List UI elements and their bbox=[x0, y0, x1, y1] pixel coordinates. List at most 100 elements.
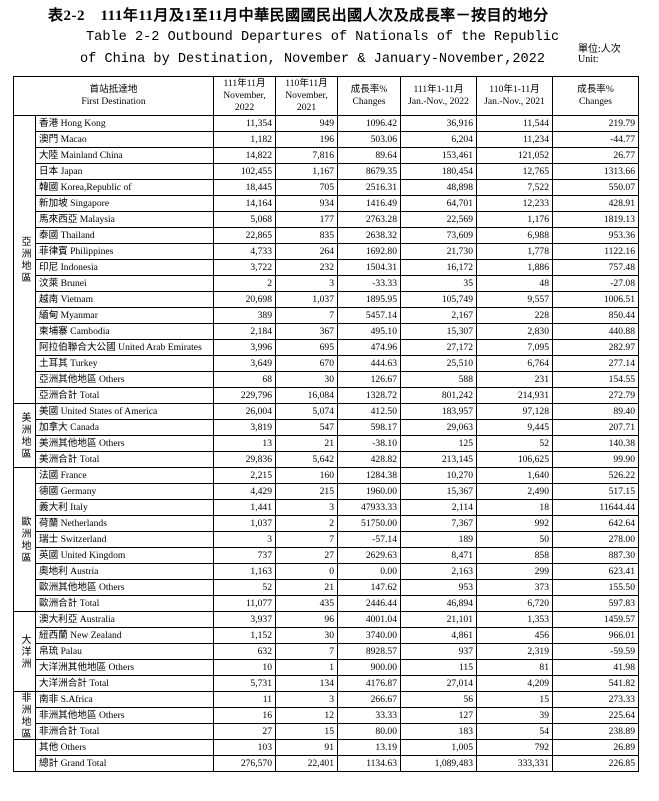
value: 52 bbox=[213, 579, 277, 596]
value: 36,916 bbox=[400, 115, 478, 132]
value: 48,898 bbox=[400, 179, 478, 196]
value: 1,037 bbox=[213, 515, 277, 532]
value: 3 bbox=[275, 499, 339, 516]
value: 15,307 bbox=[400, 323, 478, 340]
value: 30 bbox=[275, 627, 339, 644]
destination: 英國 United Kingdom bbox=[34, 547, 215, 564]
value: 887.30 bbox=[552, 547, 640, 564]
header-line: Changes bbox=[578, 96, 613, 107]
value: 3 bbox=[275, 691, 339, 708]
value: 495.10 bbox=[337, 323, 402, 340]
value: 900.00 bbox=[337, 659, 402, 676]
value: 2516.31 bbox=[337, 179, 402, 196]
value: 1328.72 bbox=[337, 387, 402, 404]
value: 231 bbox=[476, 371, 554, 388]
destination: 其他 Others bbox=[34, 739, 215, 756]
value: 39 bbox=[476, 707, 554, 724]
value: 1,167 bbox=[275, 163, 339, 180]
header-line: November, bbox=[285, 90, 328, 101]
destination: 總計 Grand Total bbox=[34, 755, 215, 772]
destination: 紐西蘭 New Zealand bbox=[34, 627, 215, 644]
data-row: 義大利 Italy 1,441 3 47933.33 2,114 18 11644.44 bbox=[14, 499, 640, 516]
value: 11,077 bbox=[213, 595, 277, 612]
value: 7,522 bbox=[476, 179, 554, 196]
value: 11644.44 bbox=[552, 499, 640, 516]
value: 440.88 bbox=[552, 323, 640, 340]
header-line: 111年1-11月 bbox=[413, 84, 464, 95]
destination: 澳大利亞 Australia bbox=[34, 611, 215, 628]
value: 4001.04 bbox=[337, 611, 402, 628]
value: 1416.49 bbox=[337, 195, 402, 212]
value: 9,557 bbox=[476, 291, 554, 308]
destination: 南非 S.Africa bbox=[34, 691, 215, 708]
value: 1,005 bbox=[400, 739, 478, 756]
value: 2,215 bbox=[213, 467, 277, 484]
value: 757.48 bbox=[552, 259, 640, 276]
value: 2,490 bbox=[476, 483, 554, 500]
data-row: 奧地利 Austria 1,163 0 0.00 2,163 299 623.41 bbox=[14, 563, 640, 580]
destination: 馬來西亞 Malaysia bbox=[34, 211, 215, 228]
value: 2,830 bbox=[476, 323, 554, 340]
region: 美洲地區 bbox=[13, 403, 36, 468]
value: 1,089,483 bbox=[400, 755, 478, 772]
value: 238.89 bbox=[552, 723, 640, 740]
value: 588 bbox=[400, 371, 478, 388]
value: 8679.35 bbox=[337, 163, 402, 180]
value: 15,367 bbox=[400, 483, 478, 500]
destination: 韓國 Korea,Republic of bbox=[34, 179, 215, 196]
value: 26,004 bbox=[213, 403, 277, 420]
value: 91 bbox=[275, 739, 339, 756]
destination: 阿拉伯聯合大公國 United Arab Emirates bbox=[34, 339, 215, 356]
destination: 歐洲其他地區 Others bbox=[34, 579, 215, 596]
value: 1,037 bbox=[275, 291, 339, 308]
data-row: 土耳其 Turkey 3,649 670 444.63 25,510 6,764 277.1… bbox=[14, 355, 640, 372]
destination: 香港 Hong Kong bbox=[34, 115, 215, 132]
value: 64,701 bbox=[400, 195, 478, 212]
value: 282.97 bbox=[552, 339, 640, 356]
value: 10,270 bbox=[400, 467, 478, 484]
value: 953 bbox=[400, 579, 478, 596]
value: 207.71 bbox=[552, 419, 640, 436]
header-line: 2021 bbox=[296, 102, 317, 113]
value: 15 bbox=[476, 691, 554, 708]
data-row: 澳門 Macao 1,182 196 503.06 6,204 11,234 -44.77 bbox=[14, 131, 640, 148]
column-header: 成長率% Changes bbox=[337, 76, 402, 116]
value: -59.59 bbox=[552, 643, 640, 660]
others-row: 其他 Others 103 91 13.19 1,005 792 26.89 bbox=[13, 739, 640, 772]
value: 7,816 bbox=[275, 147, 339, 164]
value: 154.55 bbox=[552, 371, 640, 388]
data-row: 亞洲地區 香港 Hong Kong 11,354 949 1096.42 36,916 11… bbox=[13, 115, 640, 404]
grand-total-row: 總計 Grand Total 276,570 22,401 1134.63 1,089,… bbox=[14, 755, 640, 772]
value: 11,544 bbox=[476, 115, 554, 132]
destination: 土耳其 Turkey bbox=[34, 355, 215, 372]
header-line: 首站抵達地 bbox=[89, 84, 138, 95]
value: 89.64 bbox=[337, 147, 402, 164]
value: 0 bbox=[275, 563, 339, 580]
data-row: 非洲其他地區 Others 16 12 33.33 127 39 225.64 bbox=[14, 707, 640, 724]
value: 11,234 bbox=[476, 131, 554, 148]
value: 4,429 bbox=[213, 483, 277, 500]
data-row: 瑞士 Switzerland 3 7 -57.14 189 50 278.00 bbox=[14, 531, 640, 548]
value: 264 bbox=[275, 243, 339, 260]
value: 18,445 bbox=[213, 179, 277, 196]
header-line: 成長率% bbox=[577, 84, 614, 95]
value: 4,209 bbox=[476, 675, 554, 692]
value: 7 bbox=[275, 531, 339, 548]
value: 503.06 bbox=[337, 131, 402, 148]
value: 1,182 bbox=[213, 131, 277, 148]
destination: 德國 Germany bbox=[34, 483, 215, 500]
value: 966.01 bbox=[552, 627, 640, 644]
value: 1,886 bbox=[476, 259, 554, 276]
destination: 大洋洲合計 Total bbox=[34, 675, 215, 692]
value: 2,167 bbox=[400, 307, 478, 324]
value: 16,172 bbox=[400, 259, 478, 276]
value: 835 bbox=[275, 227, 339, 244]
value: 177 bbox=[275, 211, 339, 228]
value: 115 bbox=[400, 659, 478, 676]
data-row: 印尼 Indonesia 3,722 232 1504.31 16,172 1,886 75… bbox=[14, 259, 640, 276]
value: 80.00 bbox=[337, 723, 402, 740]
value: 1006.51 bbox=[552, 291, 640, 308]
data-row: 紐西蘭 New Zealand 1,152 30 3740.00 4,861 456 966… bbox=[14, 627, 640, 644]
destination: 柬埔寨 Cambodia bbox=[34, 323, 215, 340]
destination: 澳門 Macao bbox=[34, 131, 215, 148]
